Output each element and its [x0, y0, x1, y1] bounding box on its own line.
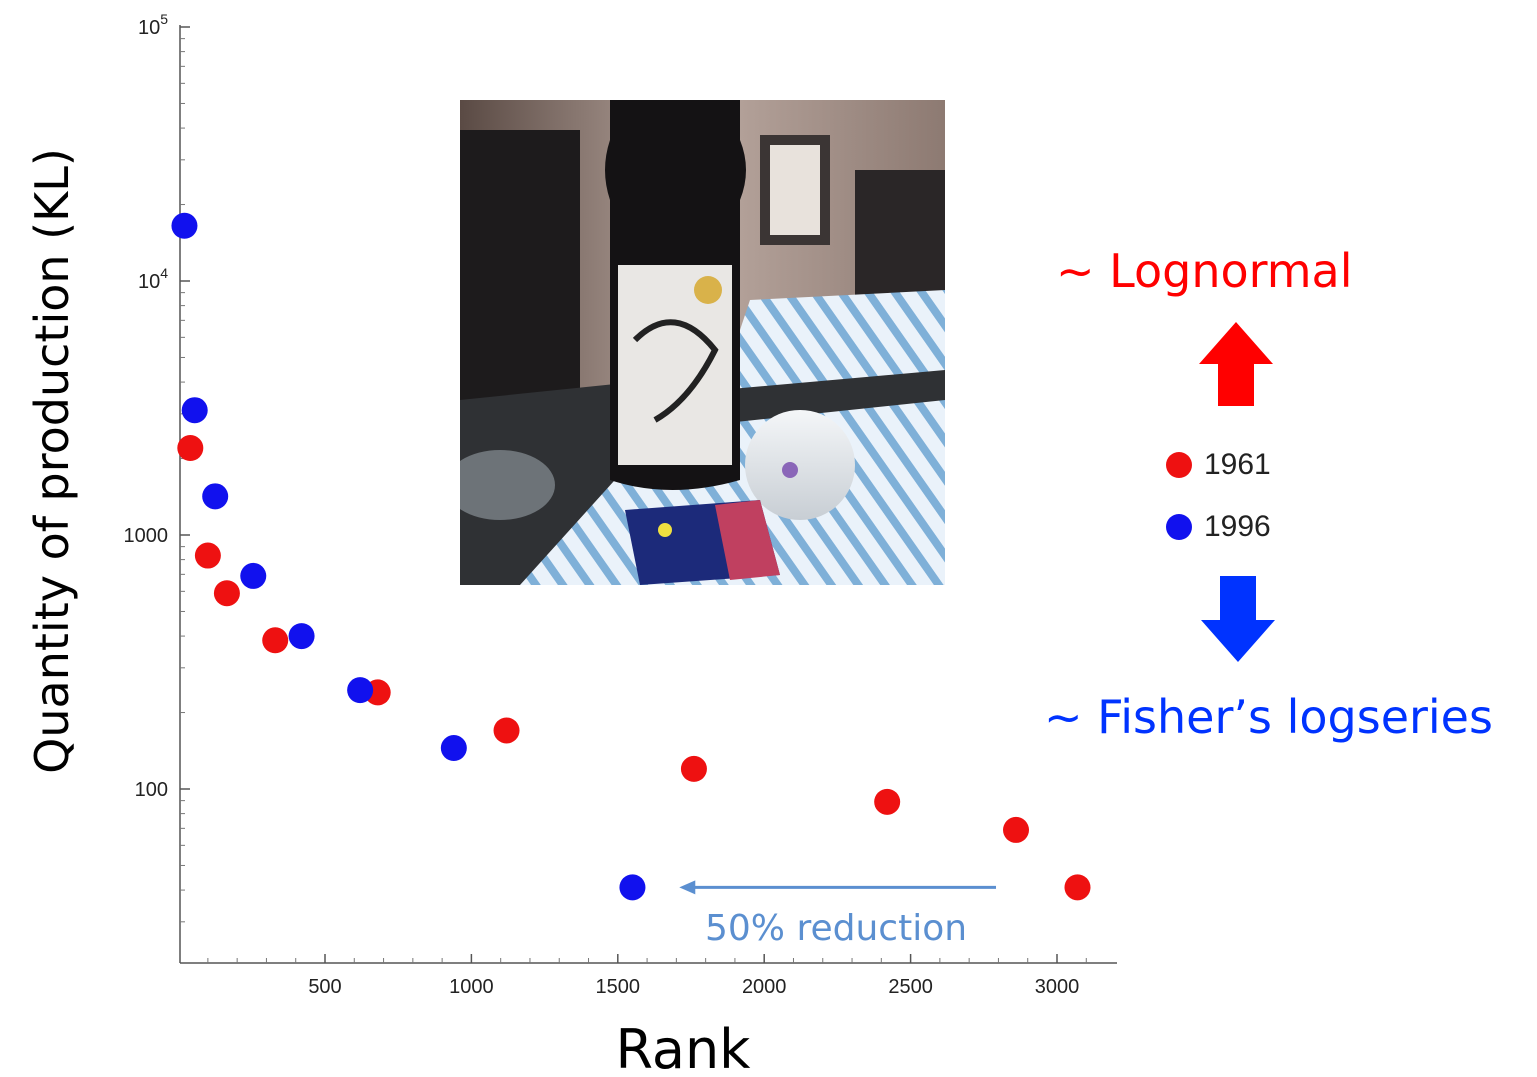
x-tick-label: 1000: [449, 976, 494, 998]
annotation-arrow: [679, 880, 997, 895]
y-axis-title: Quantity of production (KL): [25, 148, 79, 774]
data-point-1996: [619, 874, 646, 901]
legend-label-1961: 1961: [1204, 448, 1271, 481]
data-point-1961: [262, 627, 289, 654]
data-point-1996: [240, 562, 267, 589]
data-point-1996: [440, 735, 467, 762]
data-points: [171, 212, 1091, 901]
legend-label-1996: 1996: [1204, 510, 1271, 543]
x-tick-label: 500: [308, 976, 341, 998]
annotation-label: 50% reduction: [705, 908, 968, 949]
x-axis-title: Rank: [616, 1018, 752, 1077]
data-point-1961: [213, 580, 240, 607]
x-tick-label: 2000: [742, 976, 787, 998]
axes: 500 1000 1500 2000 2500 3000 100 1000 104 105: [124, 11, 1117, 998]
y-tick-label: 100: [135, 779, 168, 801]
data-point-1961: [680, 755, 707, 782]
data-point-1996: [171, 212, 198, 239]
legend-item-1961: 1961: [1166, 448, 1271, 482]
x-tick-label: 3000: [1035, 976, 1080, 998]
data-point-1961: [1003, 816, 1030, 843]
y-tick-label: 1000: [124, 525, 169, 547]
up-arrow-icon: [1199, 322, 1273, 406]
data-point-1961: [493, 717, 520, 744]
data-point-1961: [874, 788, 901, 815]
logseries-label: ~ Fisher’s logseries: [1044, 690, 1493, 744]
data-point-1996: [202, 483, 229, 510]
sake-photo-drawing: [460, 100, 945, 585]
lognormal-label: ~ Lognormal: [1056, 244, 1353, 298]
data-point-1996: [288, 623, 315, 650]
legend-item-1996: 1996: [1166, 510, 1271, 544]
y-tick-label: 105: [138, 11, 168, 39]
sake-photo: [460, 100, 945, 585]
x-tick-label: 1500: [596, 976, 641, 998]
legend-marker-1961: [1166, 452, 1192, 478]
down-arrow-icon: [1201, 576, 1275, 662]
x-tick-label: 2500: [888, 976, 933, 998]
legend-marker-1996: [1166, 514, 1192, 540]
data-point-1996: [347, 677, 374, 704]
y-tick-label: 104: [138, 265, 168, 293]
annotation-arrow-head: [679, 880, 696, 895]
data-point-1961: [1064, 874, 1091, 901]
data-point-1996: [181, 397, 208, 424]
data-point-1961: [194, 542, 221, 569]
data-point-1961: [177, 435, 204, 462]
